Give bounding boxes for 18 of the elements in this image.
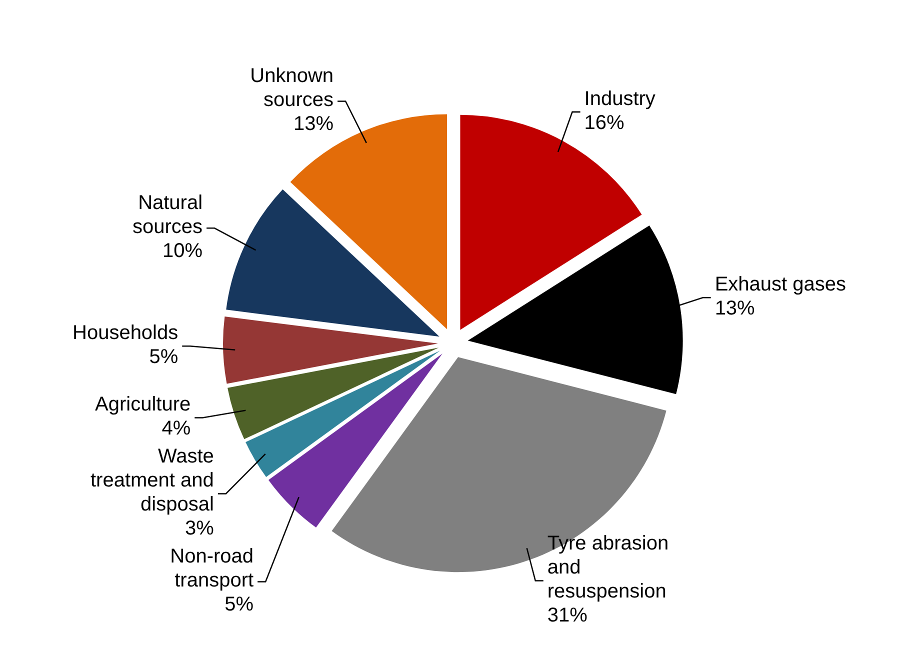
slice-label: Households (72, 322, 178, 344)
slice-label: Tyre abrasion and resuspension (547, 533, 669, 604)
data-label: 13% (294, 114, 334, 136)
data-label: 5% (149, 346, 178, 368)
slice-label: Natural sources (132, 192, 203, 238)
data-label: 5% (224, 594, 254, 616)
slice-label: Unknown sources (250, 66, 334, 112)
data-label: 10% (162, 240, 203, 262)
data-label: 31% (547, 605, 588, 628)
slice-label: Agriculture (95, 394, 191, 416)
data-label: 13% (714, 298, 756, 320)
data-label: 3% (185, 518, 214, 540)
data-label: 16% (584, 112, 625, 134)
slice-label: Waste treatment and disposal (90, 446, 214, 516)
slice-label: Industry (584, 88, 656, 110)
data-label: 4% (162, 418, 191, 440)
slice-label: Non-road transport (170, 546, 254, 592)
slice-label: Exhaust gases (714, 274, 846, 296)
